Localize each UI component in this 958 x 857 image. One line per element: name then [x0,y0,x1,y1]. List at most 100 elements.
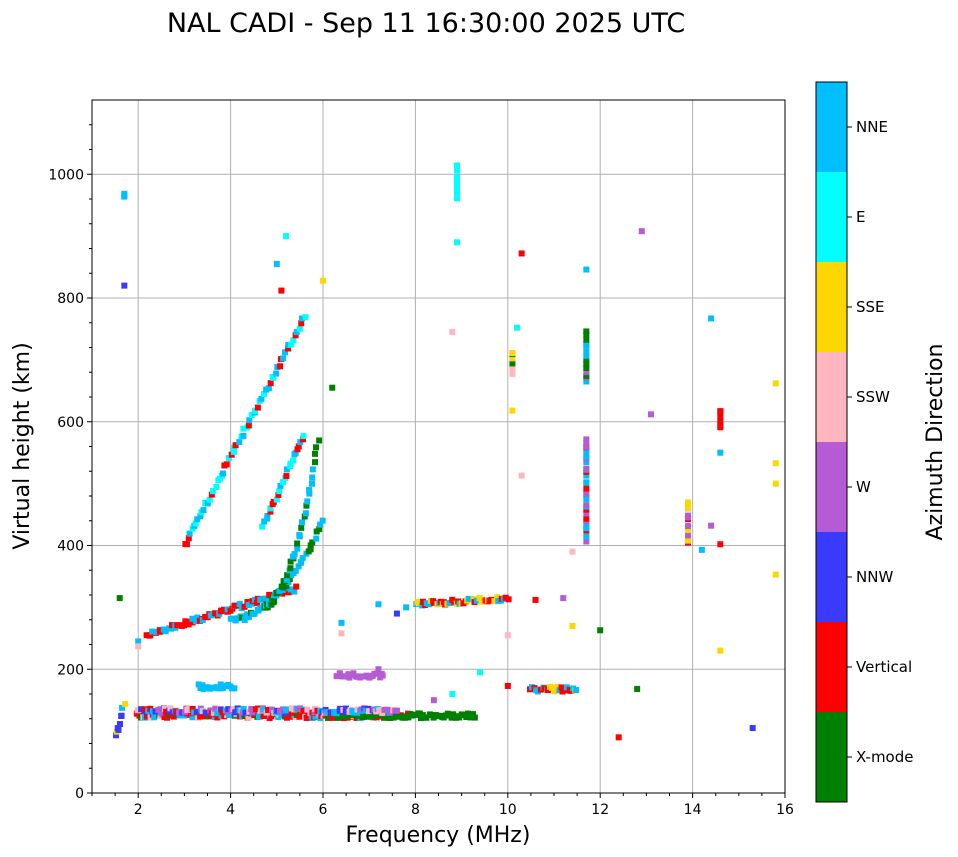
echo-point [259,706,266,713]
echo-point [298,524,305,531]
colorbar-label: X-mode [856,748,913,766]
echo-point [509,350,516,357]
echo-point [199,617,206,624]
echo-point [316,526,323,533]
colorbar-segment [816,172,847,262]
colorbar-segment [816,712,847,802]
echo-point [304,706,311,713]
echo-point [717,449,724,456]
echo-point [416,710,423,717]
echo-point [509,355,516,362]
echo-point [583,515,590,522]
echo-point [277,708,283,715]
echo-point [189,705,196,712]
echo-point [634,686,641,693]
echo-point [116,595,123,602]
echo-point [267,508,274,515]
y-tick-label: 600 [57,415,84,431]
echo-point [290,457,297,464]
y-axis: 0 200 400 600 800 1000 [48,124,92,802]
echo-point [583,357,590,364]
echo-point [449,691,456,697]
x-tick-label: 2 [134,802,143,818]
echo-point [583,369,590,376]
echo-point [505,596,512,603]
echo-point [684,537,691,544]
echo-point [583,361,590,368]
echo-point [306,490,313,497]
echo-point [264,512,271,519]
echo-point [338,619,345,626]
echo-point [283,473,290,480]
echo-point [583,472,590,479]
echo-point [295,563,302,570]
echo-point [319,517,326,524]
echo-point [230,448,237,455]
echo-point [135,638,142,645]
chart-title: NAL CADI - Sep 11 16:30:00 2025 UTC [167,8,685,39]
colorbar-segment [816,532,847,622]
echo-point [583,436,590,443]
echo-point [200,685,207,692]
echo-point [294,545,301,552]
echo-point [153,628,160,635]
echo-point [185,535,192,542]
echo-point [302,314,309,321]
echo-point [298,559,305,566]
echo-point [286,576,293,583]
echo-point [200,507,207,514]
echo-point [312,713,319,720]
echo-point [197,513,204,520]
echo-point [204,614,211,621]
echo-point [329,384,336,391]
echo-point [583,448,590,455]
echo-point [393,610,400,617]
echo-point [698,546,705,553]
echo-point [509,370,516,377]
echo-point [583,336,590,343]
echo-point [476,594,483,601]
echo-point [684,526,691,533]
echo-point [221,606,228,613]
echo-point [717,422,724,429]
echo-point [717,408,724,415]
echo-point [333,710,340,717]
echo-point [269,706,276,713]
echo-point [334,714,341,721]
echo-point [257,605,264,612]
echo-point [303,502,310,509]
echo-point [295,443,302,450]
echo-point [448,714,455,721]
echo-point [684,512,691,519]
echo-point [278,287,285,294]
echo-point [583,525,590,532]
echo-point [477,669,484,676]
echo-point [273,370,280,377]
echo-point [214,714,221,721]
x-tick-label: 12 [591,802,609,818]
echo-point [240,425,247,432]
echo-point [248,412,255,419]
y-tick-label: 1000 [48,167,84,183]
colorbar-label: Vertical [856,658,912,676]
echo-point [293,583,300,590]
echo-point [316,437,323,444]
colorbar-segment [816,352,847,442]
echo-point [562,687,569,694]
echo-point [189,714,196,721]
echo-point [268,713,275,720]
echo-point [230,706,237,713]
echo-point [306,487,313,494]
echo-point [402,714,409,721]
echo-point [336,670,343,677]
echo-point [304,498,311,505]
echo-point [279,479,286,486]
echo-point [291,551,298,558]
echo-point [583,496,590,503]
echo-point [217,681,224,688]
echo-point [193,618,200,625]
echo-point [225,455,232,462]
echo-point [214,710,221,717]
echo-point [583,266,590,273]
echo-point [135,643,142,650]
